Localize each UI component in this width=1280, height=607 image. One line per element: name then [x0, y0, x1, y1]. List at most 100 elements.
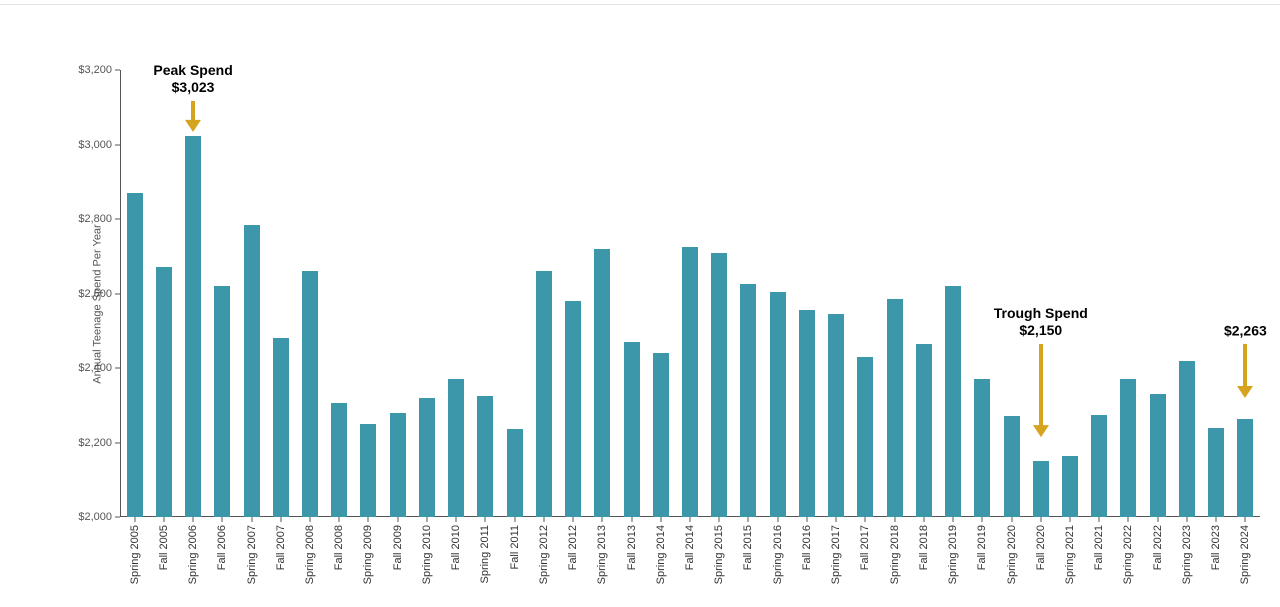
y-tick-label: $3,000: [78, 139, 112, 151]
x-tick-label: Fall 2021: [1093, 525, 1105, 570]
bar: [214, 286, 230, 517]
x-tick-mark: [543, 517, 544, 522]
y-tick-mark: [115, 517, 120, 518]
x-tick-label: Fall 2005: [158, 525, 170, 570]
x-tick-label: Spring 2009: [362, 525, 374, 584]
bar: [682, 247, 698, 517]
bar: [273, 338, 289, 517]
x-tick-mark: [836, 517, 837, 522]
x-tick-mark: [573, 517, 574, 522]
annotation-trough: Trough Spend$2,150: [994, 305, 1088, 340]
x-tick-label: Fall 2019: [976, 525, 988, 570]
y-tick-label: $3,200: [78, 64, 112, 76]
x-tick-mark: [1070, 517, 1071, 522]
x-tick-mark: [748, 517, 749, 522]
bar: [624, 342, 640, 517]
y-tick-label: $2,800: [78, 213, 112, 225]
x-tick-label: Spring 2018: [889, 525, 901, 584]
x-tick-mark: [134, 517, 135, 522]
y-tick-mark: [115, 219, 120, 220]
y-axis-line: [120, 70, 121, 517]
x-tick-label: Spring 2008: [304, 525, 316, 584]
x-tick-mark: [923, 517, 924, 522]
x-tick-label: Spring 2005: [129, 525, 141, 584]
y-tick-label: $2,600: [78, 288, 112, 300]
x-tick-label: Fall 2008: [333, 525, 345, 570]
annotation-latest: $2,263: [1224, 322, 1267, 340]
x-tick-mark: [251, 517, 252, 522]
x-tick-label: Fall 2022: [1152, 525, 1164, 570]
x-tick-mark: [1216, 517, 1217, 522]
x-tick-mark: [690, 517, 691, 522]
x-tick-mark: [660, 517, 661, 522]
bar: [594, 249, 610, 517]
arrow-down-icon: [1029, 344, 1053, 437]
x-tick-label: Spring 2021: [1064, 525, 1076, 584]
x-tick-mark: [426, 517, 427, 522]
x-tick-label: Fall 2012: [567, 525, 579, 570]
x-tick-mark: [222, 517, 223, 522]
x-tick-label: Spring 2016: [772, 525, 784, 584]
x-tick-label: Spring 2019: [947, 525, 959, 584]
annotation-label-line: $2,150: [994, 322, 1088, 340]
y-axis-title: Annual Teenage Spend Per Year: [92, 224, 104, 383]
x-tick-mark: [602, 517, 603, 522]
bar: [185, 136, 201, 517]
x-tick-label: Spring 2022: [1122, 525, 1134, 584]
top-divider: [0, 4, 1280, 5]
bar: [565, 301, 581, 517]
bar: [974, 379, 990, 517]
y-tick-label: $2,000: [78, 511, 112, 523]
x-tick-label: Fall 2009: [392, 525, 404, 570]
x-tick-mark: [953, 517, 954, 522]
annotation-peak: Peak Spend$3,023: [153, 62, 232, 97]
x-tick-label: Spring 2023: [1181, 525, 1193, 584]
x-tick-mark: [1186, 517, 1187, 522]
y-tick-mark: [115, 368, 120, 369]
x-tick-label: Spring 2024: [1239, 525, 1251, 584]
x-tick-mark: [1128, 517, 1129, 522]
bar: [331, 403, 347, 517]
x-tick-mark: [1245, 517, 1246, 522]
x-tick-label: Fall 2015: [742, 525, 754, 570]
bar: [390, 413, 406, 517]
plot-area: $2,000$2,200$2,400$2,600$2,800$3,000$3,2…: [120, 70, 1260, 517]
x-tick-label: Spring 2017: [830, 525, 842, 584]
bar: [1033, 461, 1049, 517]
x-tick-label: Spring 2010: [421, 525, 433, 584]
x-tick-mark: [719, 517, 720, 522]
x-tick-label: Fall 2018: [918, 525, 930, 570]
y-tick-mark: [115, 70, 120, 71]
x-tick-mark: [777, 517, 778, 522]
x-tick-mark: [1099, 517, 1100, 522]
bar: [653, 353, 669, 517]
y-tick-label: $2,200: [78, 437, 112, 449]
x-tick-label: Fall 2007: [275, 525, 287, 570]
x-tick-label: Fall 2010: [450, 525, 462, 570]
x-tick-mark: [368, 517, 369, 522]
y-tick-mark: [115, 442, 120, 443]
x-tick-mark: [1011, 517, 1012, 522]
x-tick-label: Spring 2013: [596, 525, 608, 584]
x-tick-mark: [163, 517, 164, 522]
x-tick-label: Spring 2014: [655, 525, 667, 584]
chart-container: Annual Teenage Spend Per Year $2,000$2,2…: [0, 0, 1280, 607]
bar: [945, 286, 961, 517]
bar: [1237, 419, 1253, 517]
x-tick-label: Fall 2011: [509, 525, 521, 569]
bar: [740, 284, 756, 517]
bar: [1120, 379, 1136, 517]
x-tick-mark: [456, 517, 457, 522]
bar: [1208, 428, 1224, 517]
x-tick-label: Spring 2020: [1006, 525, 1018, 584]
x-tick-label: Fall 2014: [684, 525, 696, 570]
bar: [1091, 415, 1107, 517]
bar: [828, 314, 844, 517]
x-tick-mark: [1040, 517, 1041, 522]
annotation-label-line: Trough Spend: [994, 305, 1088, 323]
bar: [916, 344, 932, 517]
annotation-label-line: $3,023: [153, 79, 232, 97]
x-tick-label: Fall 2020: [1035, 525, 1047, 570]
bar: [360, 424, 376, 517]
x-tick-label: Fall 2006: [216, 525, 228, 570]
